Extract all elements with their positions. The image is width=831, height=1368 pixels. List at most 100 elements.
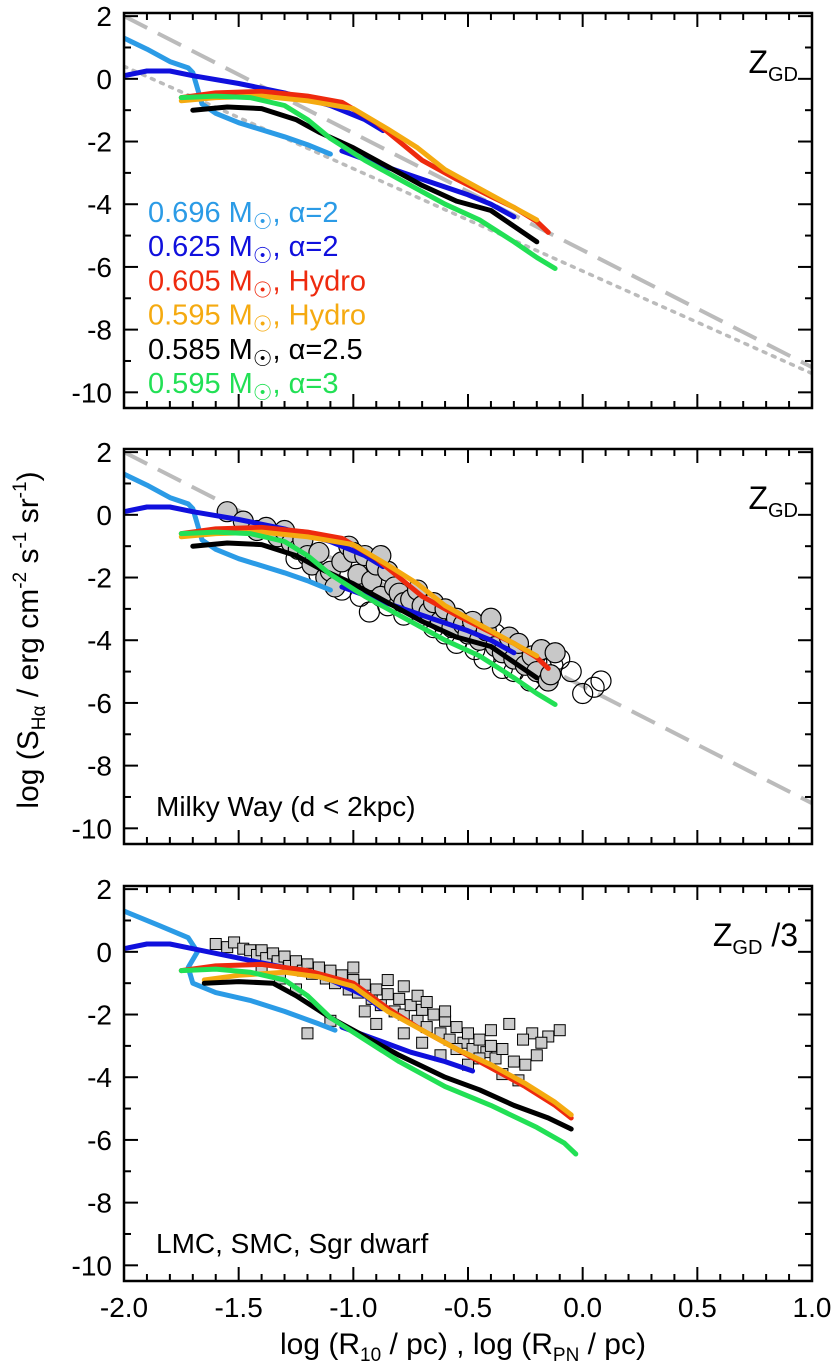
ylabel-sup-cm: -2 [10, 572, 31, 589]
ylabel-sup-sr: -1 [10, 481, 31, 498]
bottom-square-marker [526, 1027, 539, 1040]
legend-model-text: , Hydro [273, 300, 366, 332]
middle-y-tick-label: -4 [87, 625, 112, 656]
bottom-square-marker [416, 1036, 429, 1049]
bottom-square-marker [496, 1043, 509, 1056]
top-legend-entry: 0.605 M☉, Hydro [148, 265, 366, 302]
middle-series-line-6 [178, 529, 558, 707]
ylabel-part-a: log (S [12, 730, 45, 808]
middle-filled-circle-marker [539, 664, 562, 686]
middle-series-line-5 [190, 540, 540, 681]
top-y-tick-label: -4 [87, 189, 112, 220]
top-legend-entry: 0.595 M☉, Hydro [148, 300, 366, 337]
top-series-line-6 [178, 93, 558, 271]
middle-open-circle-marker [590, 670, 612, 692]
shared-y-axis-label: log (SHα / erg cm-2 s-1 sr-1) [10, 471, 50, 808]
sun-symbol-icon: ☉ [253, 209, 273, 234]
middle-series-line-1 [124, 504, 386, 570]
bottom-square-marker [381, 988, 394, 1001]
sun-symbol-icon: ☉ [253, 346, 273, 371]
top-y-tick-label: -2 [87, 127, 112, 158]
panel-middle: 2 0 -2 -4 -6 -8 -10 ZGD Milky Way (d < 2kpc) [72, 437, 814, 846]
bottom-square-marker [370, 983, 383, 996]
bottom-square-marker [347, 961, 360, 974]
bottom-x-tick-label: -1.5 [215, 1292, 263, 1323]
ylabel-sub-h-alpha: Hα [29, 705, 50, 730]
bottom-x-tick-label: -0.5 [444, 1292, 492, 1323]
ylabel-part-c: s [12, 549, 45, 572]
shared-x-axis-label: log (R10 / pc) , log (RPN / pc) [280, 1328, 646, 1366]
middle-y-tick-label: -10 [72, 813, 112, 844]
legend-mass-text: 0.625 M [148, 231, 253, 263]
bottom-series-line-0 [124, 908, 338, 1033]
middle-open-circle-marker [583, 676, 605, 698]
bottom-series-line-1 [124, 941, 384, 1011]
top-plot-area [124, 14, 812, 376]
bottom-series-line-6 [178, 966, 579, 1157]
bottom-square-marker [439, 1005, 452, 1018]
middle-y-tick-label: -8 [87, 751, 112, 782]
ylabel-part-d: sr [12, 498, 45, 531]
bottom-y-tick-label: -4 [87, 1062, 112, 1093]
legend-model-text: , α=2 [273, 231, 339, 263]
top-legend-entry: 0.595 M☉, α=3 [148, 368, 338, 405]
bottom-x-tick-label: 1.0 [793, 1292, 831, 1323]
middle-filled-circle-marker [544, 642, 566, 664]
bottom-metallicity-annotation: ZGD /3 [713, 917, 798, 959]
bottom-series-line-5 [201, 979, 574, 1132]
bottom-square-marker [450, 1021, 463, 1034]
ylabel-part-b: / erg cm [12, 589, 45, 706]
bottom-y-tick-label: -2 [87, 1000, 112, 1031]
sun-symbol-icon: ☉ [253, 312, 273, 337]
xlabel-sub-pn: PN [553, 1345, 579, 1366]
middle-metallicity-annotation: ZGD [748, 480, 798, 522]
sun-symbol-icon: ☉ [253, 380, 273, 405]
panel-bottom: 2 0 -2 -4 -6 -8 -10 -2.0 -1.5 -1.0 -0.5 0.0 0.5 1.0 ZG… [72, 874, 831, 1323]
bottom-square-marker [420, 995, 433, 1008]
bottom-square-marker [393, 992, 406, 1005]
bottom-square-marker [381, 974, 394, 987]
bottom-annotation-sub: GD [732, 937, 762, 959]
top-legend-entry: 0.696 M☉, α=2 [148, 197, 338, 234]
middle-open-circle-marker [560, 660, 582, 683]
top-annotation-main: Z [748, 44, 768, 80]
legend-model-text: , α=2.5 [273, 334, 363, 366]
bottom-plot-area [124, 908, 579, 1157]
middle-y-tick-label: -6 [87, 688, 112, 719]
bottom-square-marker [535, 1036, 548, 1049]
bottom-x-tick-label: 0.0 [563, 1292, 602, 1323]
legend-mass-text: 0.585 M [148, 334, 253, 366]
bottom-y-tick-label: -6 [87, 1125, 112, 1156]
middle-annotation-sub: GD [768, 500, 798, 522]
top-y-tick-label: 0 [96, 64, 112, 95]
bottom-square-marker [358, 1005, 371, 1018]
middle-y-tick-label: -2 [87, 563, 112, 594]
bottom-square-marker [530, 1049, 543, 1062]
bottom-square-marker [370, 1017, 383, 1030]
top-y-tick-label: -8 [87, 315, 112, 346]
top-y-tick-label: -10 [72, 377, 112, 408]
bottom-square-marker [427, 1008, 440, 1021]
bottom-annotation-suffix: /3 [762, 917, 798, 953]
bottom-x-tick-label: -2.0 [100, 1292, 148, 1323]
top-y-tick-label: -6 [87, 252, 112, 283]
legend-mass-text: 0.595 M [148, 300, 253, 332]
top-legend-entry: 0.585 M☉, α=2.5 [148, 334, 363, 371]
legend-mass-text: 0.696 M [148, 197, 253, 229]
ylabel-part-e: ) [12, 471, 45, 481]
bottom-square-marker [411, 989, 424, 1002]
top-annotation-sub: GD [768, 64, 798, 86]
top-series-line-1 [124, 68, 386, 134]
bottom-square-marker [542, 1030, 555, 1043]
bottom-square-marker [209, 937, 222, 950]
sun-symbol-icon: ☉ [253, 243, 273, 268]
middle-annotation-main: Z [748, 480, 768, 516]
middle-y-tick-label: 0 [96, 500, 112, 531]
bottom-y-tick-label: -10 [72, 1250, 112, 1281]
top-legend-entry: 0.625 M☉, α=2 [148, 231, 338, 268]
top-metallicity-annotation: ZGD [748, 44, 798, 86]
bottom-y-tick-label: 0 [96, 937, 112, 968]
bottom-x-tick-label: -1.0 [329, 1292, 377, 1323]
sun-symbol-icon: ☉ [253, 277, 273, 302]
